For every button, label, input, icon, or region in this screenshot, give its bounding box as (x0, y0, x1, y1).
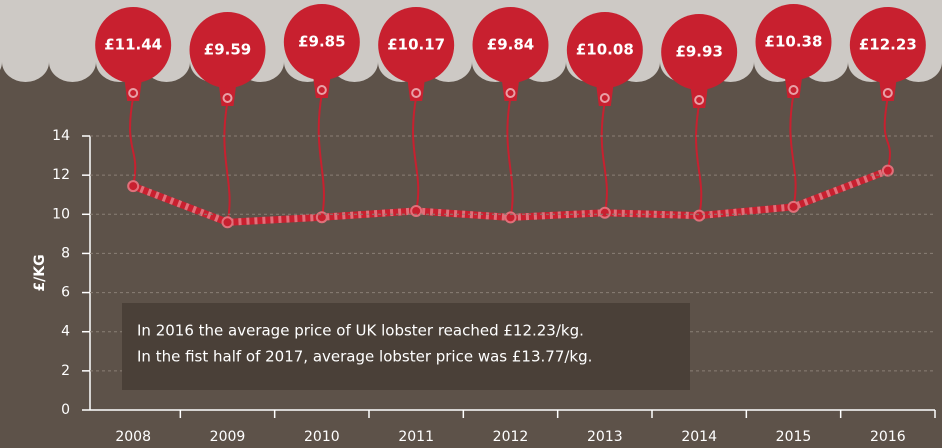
value-label: £10.17 (387, 36, 445, 54)
value-label: £12.23 (859, 36, 917, 54)
balloon (566, 12, 643, 88)
data-point (221, 216, 234, 229)
y-tick-label: 12 (52, 167, 70, 183)
balloon (95, 7, 172, 83)
balloon-knot-hole (411, 88, 422, 98)
data-point (598, 206, 611, 219)
annotation: In 2016 the average price of UK lobster … (137, 322, 584, 340)
balloon-knot-hole (222, 93, 233, 103)
y-tick-label: 14 (52, 128, 70, 144)
balloon-string (412, 96, 420, 212)
y-tick-label: 2 (61, 363, 70, 379)
value-label: £9.93 (675, 43, 722, 61)
y-tick-label: 10 (52, 206, 70, 222)
data-point (504, 211, 517, 224)
balloon-string (317, 93, 325, 218)
value-label: £9.59 (204, 41, 251, 59)
data-point (787, 200, 800, 213)
value-label: £11.44 (104, 36, 162, 54)
data-point (410, 204, 423, 217)
balloon-knot-hole (316, 85, 327, 95)
balloon-string (695, 103, 703, 216)
x-tick-label: 2010 (304, 429, 340, 445)
data-point (315, 211, 328, 224)
y-tick-label: 6 (61, 285, 70, 301)
balloon-string (883, 96, 891, 171)
balloon-knot-hole (128, 88, 139, 98)
data-point (127, 180, 140, 193)
balloon-string (789, 93, 797, 208)
y-tick-label: 8 (61, 245, 70, 261)
value-label: £10.08 (576, 41, 634, 59)
y-tick-label: 4 (61, 324, 70, 340)
x-tick-label: 2008 (115, 429, 151, 445)
balloon (189, 12, 266, 88)
balloon (378, 7, 455, 83)
x-tick-label: 2011 (398, 429, 434, 445)
balloon-knot-hole (694, 95, 705, 105)
x-tick-label: 2015 (776, 429, 812, 445)
balloon (661, 14, 738, 90)
x-tick-label: 2014 (681, 429, 717, 445)
value-label: £9.85 (298, 33, 345, 51)
value-label: £9.84 (487, 36, 534, 54)
plot: £11.44 £9.59 £9.85 £10.17 £9.84 £10.08 £9.93 £1… (95, 4, 926, 229)
x-tick-label: 2013 (587, 429, 623, 445)
balloon (472, 7, 549, 83)
value-label: £10.38 (765, 33, 823, 51)
balloon (755, 4, 832, 80)
balloon-knot-hole (882, 88, 893, 98)
balloon-string (600, 101, 608, 213)
balloon-knot-hole (599, 93, 610, 103)
x-tick-label: 2009 (210, 429, 246, 445)
balloon-string (506, 96, 514, 218)
x-tick-label: 2012 (493, 429, 529, 445)
balloon-knot-hole (788, 85, 799, 95)
balloon-string (223, 101, 231, 223)
x-tick-label: 2016 (870, 429, 906, 445)
y-axis-label: £/KG (32, 254, 48, 291)
y-tick-label: 0 (61, 402, 70, 418)
balloon (849, 7, 926, 83)
balloon (283, 4, 360, 80)
data-point (881, 164, 894, 177)
annotation: In the fist half of 2017, average lobste… (137, 348, 592, 366)
annotation-box (122, 303, 690, 390)
data-point (693, 209, 706, 222)
balloon-knot-hole (505, 88, 516, 98)
